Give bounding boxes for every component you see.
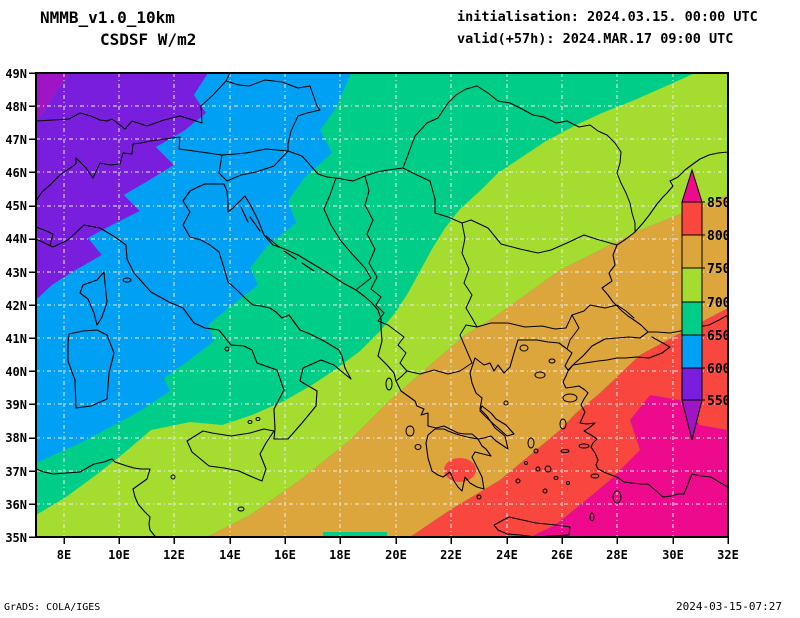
colorbar-seg-600-650: [681, 334, 703, 369]
colorbar-label-700: 700: [707, 296, 731, 311]
coast-italy-adriatic-greece: [36, 183, 728, 450]
coastlines: [36, 151, 728, 537]
band-under-550: [36, 73, 70, 122]
axis-ticks: [29, 72, 729, 544]
teal-sliver-south: [323, 532, 387, 537]
y-tick-label: 38N: [5, 431, 27, 445]
colorbar-label-800: 800: [707, 229, 731, 244]
coast-peloponnese: [425, 428, 492, 492]
colorbar-label-600: 600: [707, 362, 731, 377]
header: NMMB_v1.0_10km CSDSF W/m2 initialisation…: [40, 8, 758, 49]
band-800-850: [410, 308, 728, 537]
y-tick-label: 48N: [5, 100, 27, 114]
y-tick-label: 46N: [5, 166, 27, 180]
model-title: NMMB_v1.0_10km: [40, 8, 175, 27]
y-tick-label: 45N: [5, 199, 27, 213]
country-borders: [36, 73, 636, 382]
creation-timestamp: 2024-03-15-07:27: [676, 600, 782, 613]
initialisation-label: initialisation: 2024.03.15. 00:00 UTC: [457, 9, 758, 25]
coast-black-sea-west: [601, 244, 649, 333]
colorbar-label-750: 750: [707, 262, 731, 277]
x-axis-labels: 8E 10E 12E 14E 16E 18E 20E 22E 24E 26E 2…: [57, 548, 739, 562]
x-tick-label: 12E: [163, 548, 185, 562]
colorbar-label-850: 850: [707, 196, 731, 211]
island-euboea: [479, 405, 515, 437]
colorbar-seg-700-750: [681, 267, 703, 303]
y-tick-label: 47N: [5, 133, 27, 147]
x-tick-label: 10E: [108, 548, 130, 562]
coast-anatolia: [562, 336, 728, 498]
y-tick-label: 43N: [5, 266, 27, 280]
coast-black-sea-northwest: [616, 151, 728, 246]
x-tick-label: 26E: [551, 548, 573, 562]
footer: GrADS: COLA/IGES 2024-03-15-07:27: [4, 600, 782, 613]
y-tick-label: 37N: [5, 465, 27, 479]
colorbar-seg-650-700: [681, 301, 703, 336]
colorbar-tick-lines: [682, 201, 705, 401]
colorbar-seg-800-850: [681, 201, 703, 236]
x-tick-label: 28E: [606, 548, 628, 562]
y-axis-labels: 49N 48N 47N 46N 45N 44N 43N 42N 41N 40N …: [5, 67, 27, 545]
colorbar-seg-750-800: [681, 234, 703, 269]
band-600-650: [36, 73, 351, 463]
y-tick-label: 35N: [5, 531, 27, 545]
island-corsica: [79, 271, 108, 326]
y-tick-label: 41N: [5, 332, 27, 346]
y-tick-label: 36N: [5, 498, 27, 512]
island-sicily: [186, 428, 275, 482]
valid-time-label: valid(+57h): 2024.MAR.17 09:00 UTC: [457, 31, 733, 47]
x-tick-label: 20E: [385, 548, 407, 562]
x-tick-label: 16E: [274, 548, 296, 562]
islands-aegean: [122, 277, 622, 522]
contour-bands: [36, 73, 728, 537]
y-tick-label: 42N: [5, 299, 27, 313]
band-700-750: [36, 73, 728, 537]
colorbar-label-550: 550: [707, 394, 731, 409]
x-tick-label: 22E: [440, 548, 462, 562]
band-550-600: [36, 73, 208, 300]
x-tick-label: 8E: [57, 548, 71, 562]
band-over-850: [530, 395, 728, 537]
x-tick-label: 32E: [717, 548, 739, 562]
island-sardinia: [67, 329, 115, 409]
x-tick-label: 18E: [329, 548, 351, 562]
x-tick-label: 24E: [496, 548, 518, 562]
coast-north-africa: [36, 458, 157, 537]
x-tick-label: 14E: [219, 548, 241, 562]
y-tick-label: 39N: [5, 398, 27, 412]
colorbar-label-650: 650: [707, 329, 731, 344]
variable-title: CSDSF W/m2: [100, 30, 196, 49]
x-tick-label: 30E: [662, 548, 684, 562]
map-area: 850 800 750 700 650 600 550: [35, 72, 731, 538]
colorbar-seg-550-600: [681, 367, 703, 401]
red-patch-peloponnese: [444, 458, 476, 482]
grads-credit: GrADS: COLA/IGES: [4, 602, 100, 613]
islands-dalmatia: [240, 206, 315, 272]
y-tick-label: 40N: [5, 365, 27, 379]
y-tick-label: 49N: [5, 67, 27, 81]
colorbar: 850 800 750 700 650 600 550: [681, 168, 731, 441]
y-tick-label: 44N: [5, 232, 27, 246]
island-crete: [493, 516, 571, 537]
